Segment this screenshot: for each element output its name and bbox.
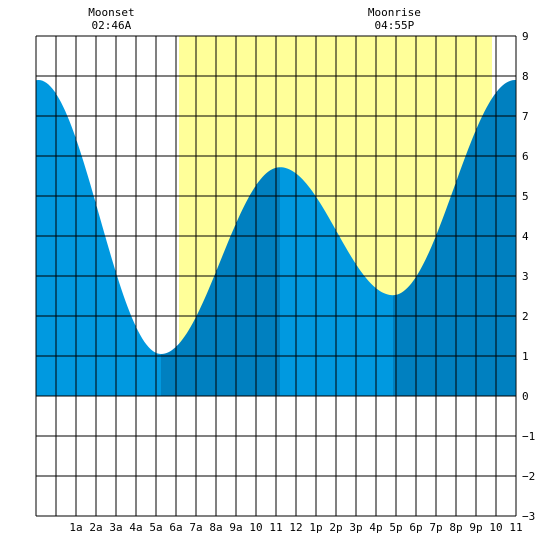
x-tick-label: 5a xyxy=(149,521,162,534)
y-tick-label: 0 xyxy=(522,390,529,403)
y-tick-labels: −3 −2 −1 0 1 2 3 4 5 6 7 8 9 xyxy=(522,30,535,523)
x-tick-label: 4p xyxy=(369,521,382,534)
x-tick-label: 10 xyxy=(489,521,502,534)
y-tick-label: 9 xyxy=(522,30,529,43)
x-tick-labels: 1a 2a 3a 4a 5a 6a 7a 8a 9a 10 11 12 1p 2p 3p 4p 5p 6p 7p 8p… xyxy=(69,521,522,534)
y-tick-label: 1 xyxy=(522,350,529,363)
x-tick-label: 9a xyxy=(229,521,242,534)
y-tick-label: 6 xyxy=(522,150,529,163)
y-tick-label: 2 xyxy=(522,310,529,323)
x-tick-label: 8a xyxy=(209,521,222,534)
x-tick-label: 12 xyxy=(289,521,302,534)
x-tick-label: 9p xyxy=(469,521,482,534)
x-tick-label: 2p xyxy=(329,521,342,534)
moon-annotation-time: 02:46A xyxy=(92,19,132,32)
y-tick-label: 3 xyxy=(522,270,529,283)
y-tick-label: 8 xyxy=(522,70,529,83)
y-tick-label: −2 xyxy=(522,470,535,483)
grid-layer xyxy=(35,35,517,517)
x-tick-label: 7a xyxy=(189,521,202,534)
y-tick-label: −1 xyxy=(522,430,535,443)
x-tick-label: 11 xyxy=(269,521,282,534)
y-tick-label: 7 xyxy=(522,110,529,123)
y-tick-label: 4 xyxy=(522,230,529,243)
moon-annotation-title: Moonset xyxy=(88,6,134,19)
y-tick-label: −3 xyxy=(522,510,535,523)
tide-segment-0 xyxy=(36,80,161,396)
x-tick-label: 8p xyxy=(449,521,462,534)
moon-annotation-title: Moonrise xyxy=(368,6,421,19)
x-tick-label: 5p xyxy=(389,521,402,534)
tide-segment-1 xyxy=(161,167,280,396)
x-tick-label: 6a xyxy=(169,521,182,534)
tide-segment-3 xyxy=(393,80,515,396)
x-tick-label: 3a xyxy=(109,521,122,534)
x-tick-label: 3p xyxy=(349,521,362,534)
x-tick-label: 11 xyxy=(509,521,522,534)
moon-annotation-time: 04:55P xyxy=(375,19,415,32)
x-tick-label: 7p xyxy=(429,521,442,534)
x-tick-label: 1p xyxy=(309,521,322,534)
x-tick-label: 10 xyxy=(249,521,262,534)
x-tick-label: 2a xyxy=(89,521,102,534)
x-tick-label: 4a xyxy=(129,521,142,534)
x-tick-label: 1a xyxy=(69,521,82,534)
y-tick-label: 5 xyxy=(522,190,529,203)
x-tick-label: 6p xyxy=(409,521,422,534)
